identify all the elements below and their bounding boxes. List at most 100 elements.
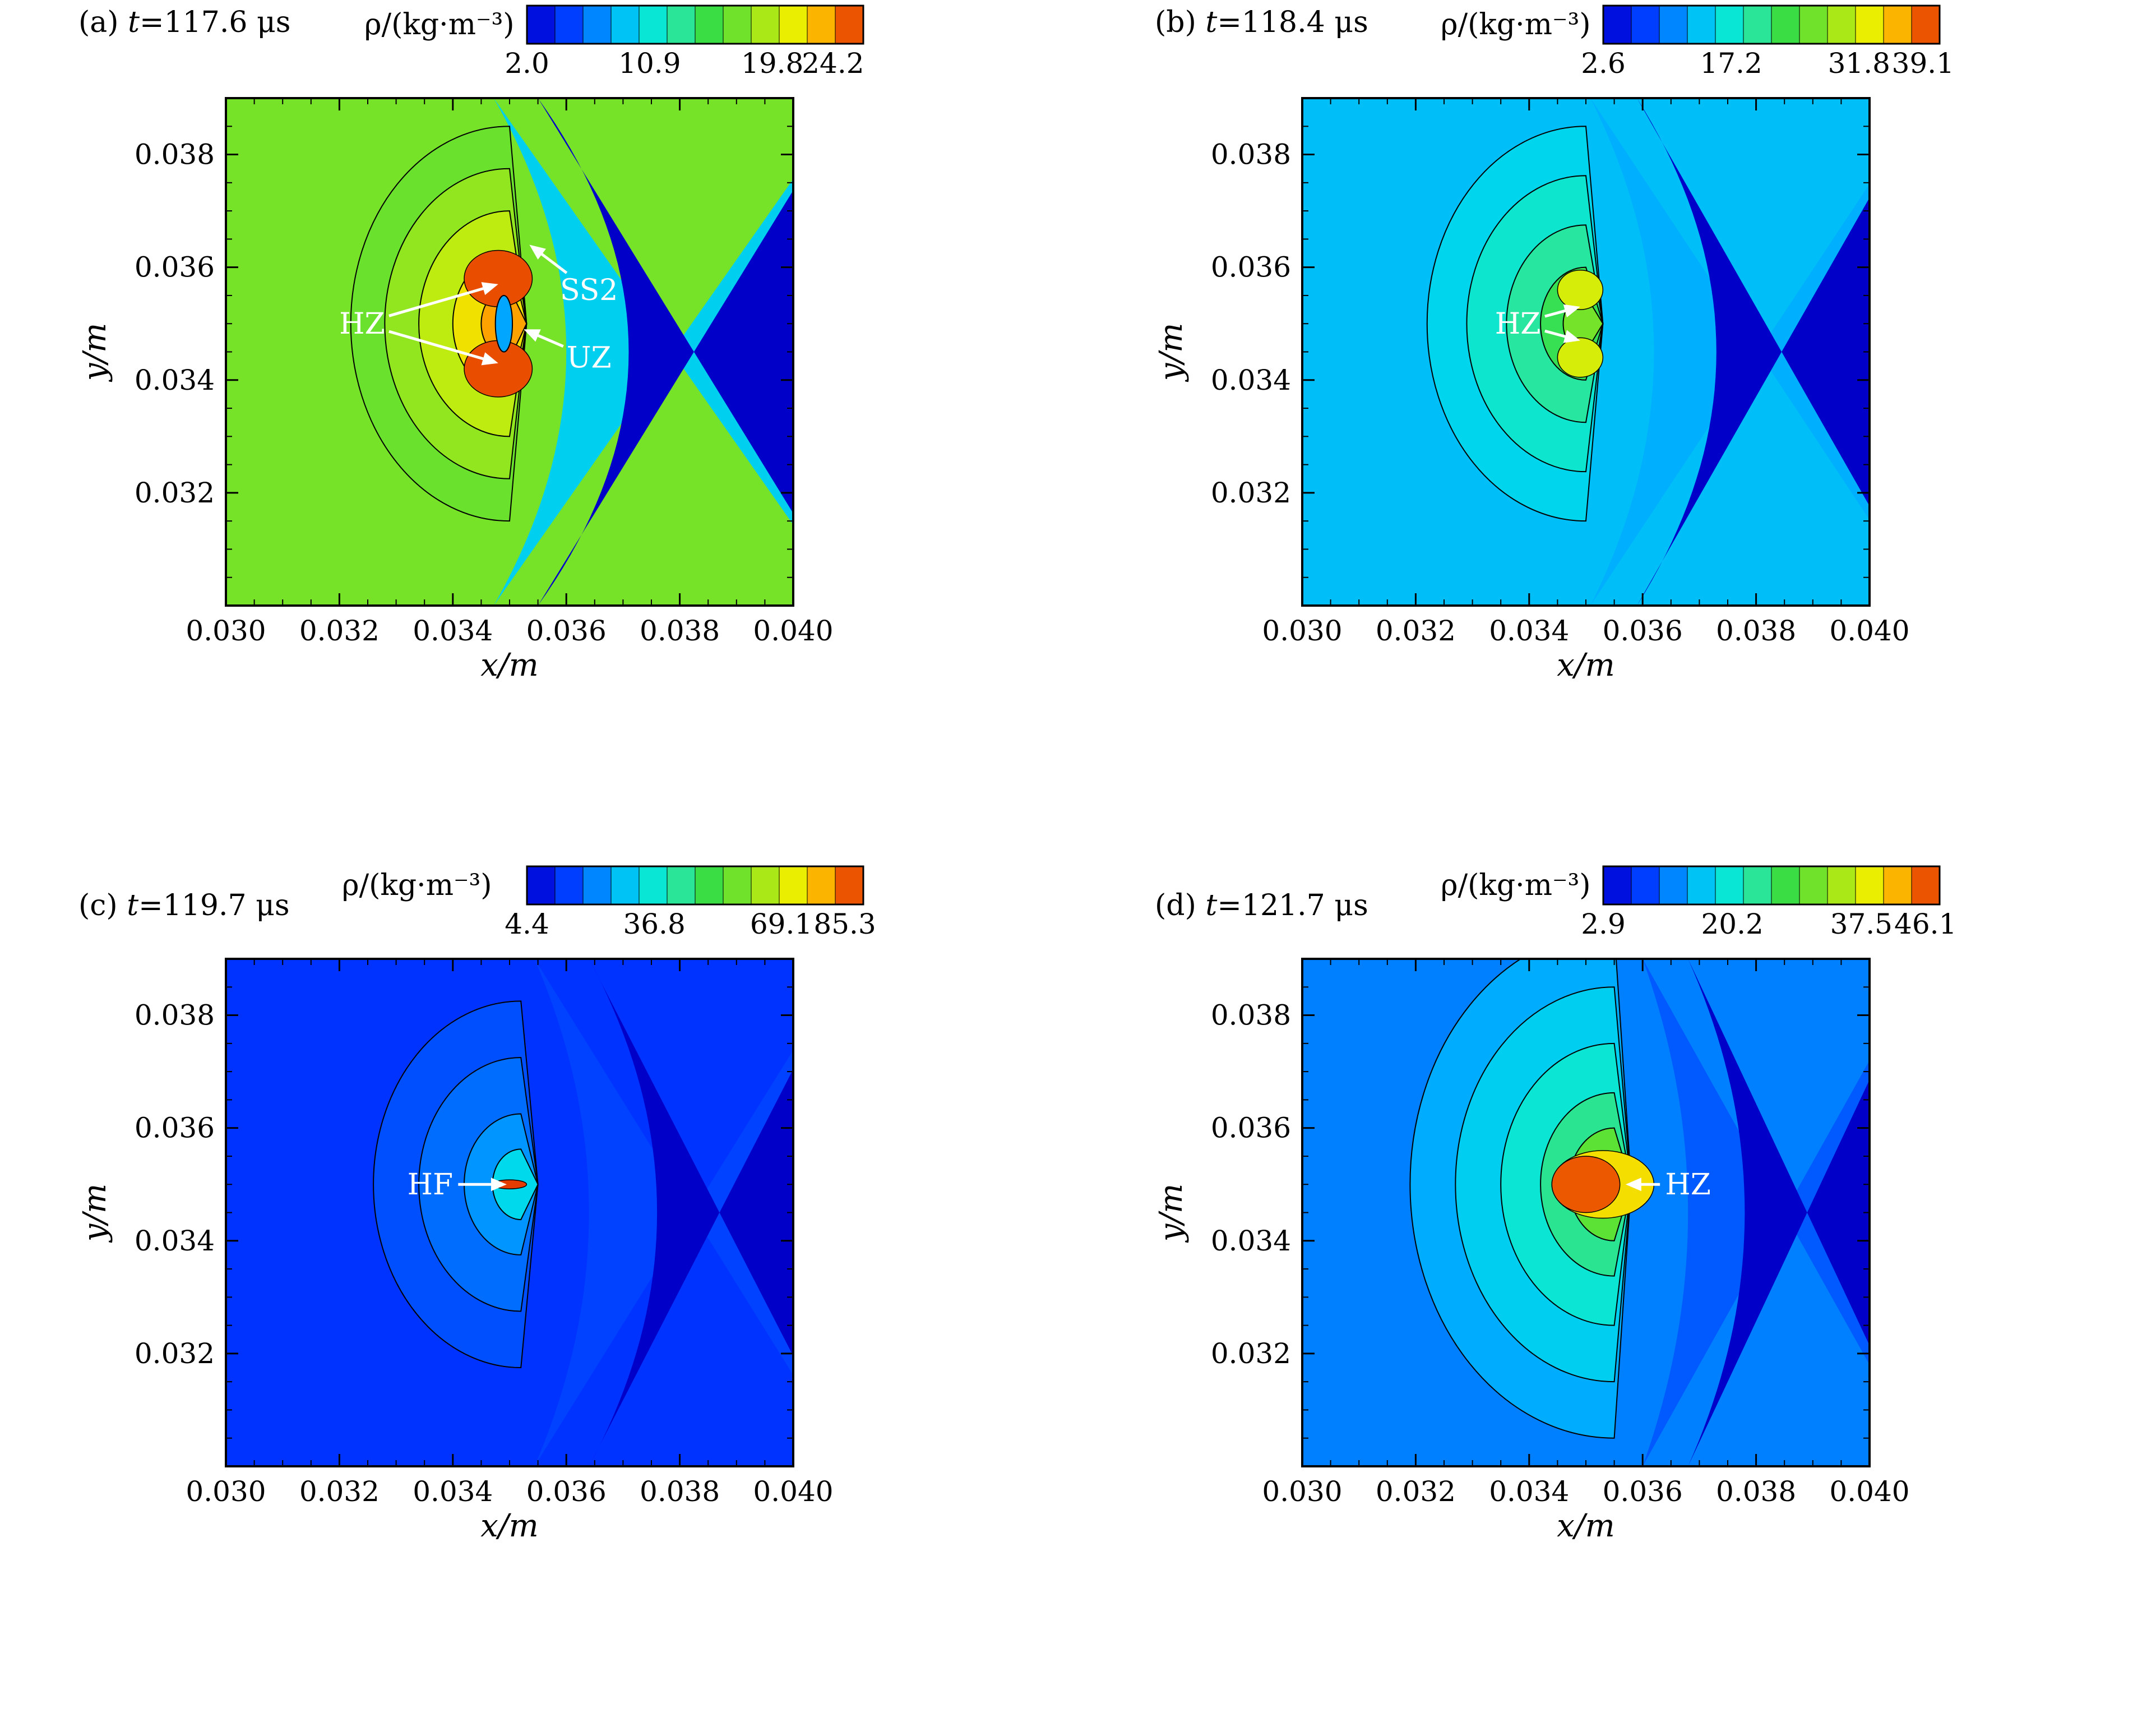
colorbar-segment xyxy=(1687,866,1716,904)
colorbar-label: ρ/(kg·m⁻³) xyxy=(1441,8,1591,41)
colorbar-segment xyxy=(1856,6,1884,44)
x-tick-label: 0.036 xyxy=(1603,615,1683,647)
annotation-label: HZ xyxy=(1495,307,1540,341)
high-density-zone xyxy=(464,340,533,398)
colorbar-segment xyxy=(611,866,640,904)
time-variable: t xyxy=(127,889,139,922)
colorbar-segment xyxy=(639,6,668,44)
colorbar-segment xyxy=(555,6,584,44)
time-value: =119.7 μs xyxy=(138,889,290,922)
colorbar-segment xyxy=(583,6,612,44)
annotation-arrowhead xyxy=(491,1178,507,1192)
panel-label: (b) xyxy=(1155,6,1196,39)
colorbar-frame xyxy=(526,4,864,45)
time-value: =117.6 μs xyxy=(140,6,291,39)
x-tick-label: 0.036 xyxy=(1603,1475,1683,1508)
high-density-zone xyxy=(1551,1156,1621,1213)
colorbar-segment xyxy=(1631,866,1660,904)
annotation-arrowhead xyxy=(481,352,498,366)
colorbar-tick-label: 85.3 xyxy=(813,908,876,940)
colorbar: 2.9 20.2 37.5 46.1 xyxy=(1581,865,1956,940)
colorbar-segment xyxy=(835,866,864,904)
colorbar-segment xyxy=(807,6,836,44)
colorbar-segment xyxy=(723,6,752,44)
colorbar-segment xyxy=(611,6,640,44)
density-field xyxy=(226,98,793,606)
pre-shock-region xyxy=(589,959,793,1466)
x-tick-label: 0.038 xyxy=(1716,615,1796,647)
colorbar-segment xyxy=(1631,6,1660,44)
colorbar-segment xyxy=(527,866,556,904)
y-tick-label: 0.038 xyxy=(135,139,215,171)
colorbar: 2.0 10.9 19.824.2 xyxy=(505,4,864,80)
colorbar-segment xyxy=(1715,6,1744,44)
annotation-arrowhead xyxy=(1563,304,1580,317)
colorbar-segment xyxy=(779,866,808,904)
annotation-label: HZ xyxy=(339,307,385,341)
y-tick-label: 0.034 xyxy=(1211,1225,1291,1257)
x-tick-label: 0.034 xyxy=(413,615,493,647)
y-tick-label: 0.034 xyxy=(135,1225,215,1257)
annotation-arrow xyxy=(388,330,489,362)
annotation-label: HZ xyxy=(339,307,385,341)
panel-b: (b) t=118.4 μs ρ/(kg·m⁻³) 0.030 0.032 0.03… xyxy=(1144,0,2156,852)
panel-title: (d) t=121.7 μs xyxy=(1155,889,1368,922)
colorbar-segment xyxy=(751,866,780,904)
panel-label: (a) xyxy=(78,6,119,39)
panel-plot: 0.030 0.032 0.034 0.036 0.038 0.040 0.032 0.034… xyxy=(77,865,876,1544)
x-tick-label: 0.032 xyxy=(1376,1475,1456,1508)
density-field xyxy=(226,959,793,1466)
colorbar-segment xyxy=(1771,866,1800,904)
y-tick-label: 0.032 xyxy=(1211,477,1291,509)
colorbar-segment xyxy=(1827,6,1856,44)
colorbar-segment xyxy=(751,6,780,44)
colorbar-segment xyxy=(1603,866,1632,904)
y-tick-label: 0.034 xyxy=(135,364,215,396)
panel-title: (a) t=117.6 μs xyxy=(78,6,290,39)
x-tick-label: 0.040 xyxy=(1829,615,1909,647)
low-density-zone xyxy=(494,294,513,353)
colorbar-segment xyxy=(1884,866,1912,904)
annotation-arrowhead xyxy=(524,329,541,342)
x-tick-label: 0.034 xyxy=(1489,1475,1569,1508)
colorbar-segment xyxy=(1884,6,1912,44)
colorbar-segment xyxy=(835,6,864,44)
colorbar-segment xyxy=(1799,6,1828,44)
colorbar-frame xyxy=(1602,865,1941,906)
x-axis-label: x/m xyxy=(480,1508,539,1544)
annotation-label: UZ xyxy=(567,341,612,375)
panel-label: (c) xyxy=(78,889,118,922)
y-axis-label: y/m xyxy=(1153,323,1190,383)
annotation-arrow xyxy=(388,285,489,317)
x-tick-label: 0.030 xyxy=(186,1475,266,1508)
panel-title: (c) t=119.7 μs xyxy=(78,889,290,922)
x-axis-label: x/m xyxy=(1557,647,1615,684)
panel-c: (c) t=119.7 μs ρ/(kg·m⁻³) 0.030 0.032 0.03… xyxy=(67,861,1132,1713)
annotation-label: HZ xyxy=(1665,1168,1710,1202)
x-tick-label: 0.030 xyxy=(1262,615,1342,647)
annotation-arrowhead xyxy=(529,244,546,260)
pre-shock-region xyxy=(538,98,793,606)
density-field xyxy=(1302,98,1870,606)
colorbar-segment xyxy=(1771,6,1800,44)
y-tick-label: 0.036 xyxy=(135,1112,215,1144)
colorbar-segment xyxy=(1743,866,1772,904)
colorbar: 2.6 17.2 31.8 39.1 xyxy=(1581,4,1954,80)
time-value: =118.4 μs xyxy=(1217,6,1368,39)
colorbar-segment xyxy=(1715,866,1744,904)
colorbar-segment xyxy=(1603,6,1632,44)
density-field xyxy=(1302,959,1870,1466)
panel-d: (d) t=121.7 μs ρ/(kg·m⁻³) 0.030 0.032 0.03… xyxy=(1144,861,2156,1713)
colorbar-label: ρ/(kg·m⁻³) xyxy=(342,869,492,902)
colorbar-tick-label: 19.8 xyxy=(741,47,803,80)
y-axis-label: y/m xyxy=(1153,1184,1190,1244)
x-tick-label: 0.038 xyxy=(640,1475,720,1508)
annotation-arrowhead xyxy=(1563,330,1580,343)
y-axis-label: y/m xyxy=(77,323,113,383)
x-tick-label: 0.032 xyxy=(299,1475,380,1508)
y-tick-label: 0.036 xyxy=(1211,1112,1291,1144)
colorbar-tick-label: 69.1 xyxy=(750,908,812,940)
high-density-zone xyxy=(1557,269,1604,310)
x-tick-label: 0.038 xyxy=(640,615,720,647)
x-tick-label: 0.040 xyxy=(753,1475,833,1508)
